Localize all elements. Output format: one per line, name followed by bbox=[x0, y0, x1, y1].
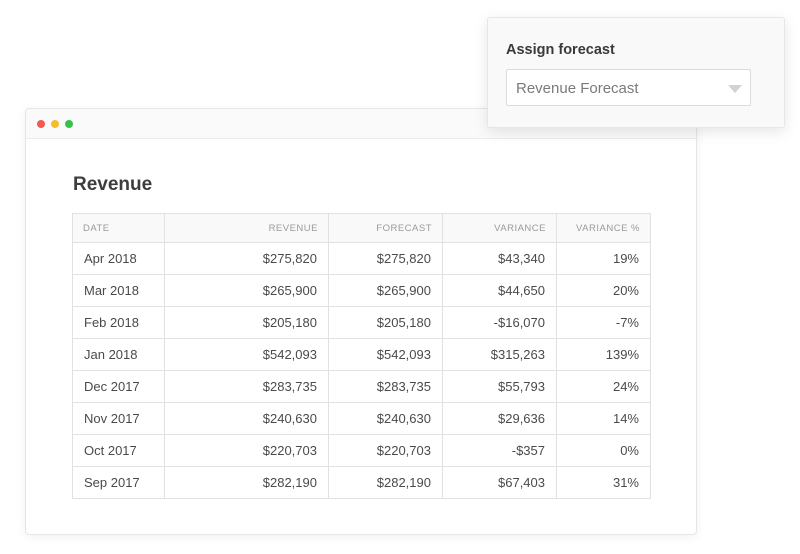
table-row: Oct 2017 $220,703 $220,703 -$357 0% bbox=[72, 434, 651, 467]
cell-revenue: $542,093 bbox=[164, 338, 329, 371]
column-header-variance-percent[interactable]: VARIANCE % bbox=[556, 213, 651, 243]
cell-date: Nov 2017 bbox=[72, 402, 165, 435]
cell-revenue: $220,703 bbox=[164, 434, 329, 467]
cell-variance: -$16,070 bbox=[442, 306, 557, 339]
cell-variance: $43,340 bbox=[442, 242, 557, 275]
cell-variance: -$357 bbox=[442, 434, 557, 467]
cell-variance-percent: 31% bbox=[556, 466, 651, 499]
cell-variance: $44,650 bbox=[442, 274, 557, 307]
cell-forecast: $542,093 bbox=[328, 338, 443, 371]
table-row: Sep 2017 $282,190 $282,190 $67,403 31% bbox=[72, 466, 651, 499]
table-header-row: DATE REVENUE FORECAST VARIANCE VARIANCE … bbox=[72, 213, 651, 243]
revenue-table-container: DATE REVENUE FORECAST VARIANCE VARIANCE … bbox=[72, 213, 651, 499]
cell-revenue: $275,820 bbox=[164, 242, 329, 275]
column-header-forecast[interactable]: FORECAST bbox=[328, 213, 443, 243]
cell-variance-percent: 14% bbox=[556, 402, 651, 435]
chevron-down-icon[interactable] bbox=[728, 85, 742, 93]
cell-forecast: $240,630 bbox=[328, 402, 443, 435]
table-row: Jan 2018 $542,093 $542,093 $315,263 139% bbox=[72, 338, 651, 371]
cell-date: Jan 2018 bbox=[72, 338, 165, 371]
cell-variance-percent: 24% bbox=[556, 370, 651, 403]
forecast-select[interactable]: Revenue Forecast bbox=[506, 69, 751, 106]
cell-variance: $67,403 bbox=[442, 466, 557, 499]
cell-date: Oct 2017 bbox=[72, 434, 165, 467]
table-row: Apr 2018 $275,820 $275,820 $43,340 19% bbox=[72, 242, 651, 275]
cell-variance: $29,636 bbox=[442, 402, 557, 435]
table-row: Mar 2018 $265,900 $265,900 $44,650 20% bbox=[72, 274, 651, 307]
column-header-revenue[interactable]: REVENUE bbox=[164, 213, 329, 243]
revenue-table: DATE REVENUE FORECAST VARIANCE VARIANCE … bbox=[72, 213, 651, 499]
cell-date: Dec 2017 bbox=[72, 370, 165, 403]
cell-forecast: $275,820 bbox=[328, 242, 443, 275]
page-title: Revenue bbox=[73, 174, 153, 195]
cell-variance: $55,793 bbox=[442, 370, 557, 403]
cell-variance-percent: -7% bbox=[556, 306, 651, 339]
column-header-date[interactable]: DATE bbox=[72, 213, 165, 243]
cell-date: Feb 2018 bbox=[72, 306, 165, 339]
table-row: Feb 2018 $205,180 $205,180 -$16,070 -7% bbox=[72, 306, 651, 339]
cell-forecast: $283,735 bbox=[328, 370, 443, 403]
cell-forecast: $282,190 bbox=[328, 466, 443, 499]
cell-date: Apr 2018 bbox=[72, 242, 165, 275]
cell-revenue: $265,900 bbox=[164, 274, 329, 307]
forecast-select-value: Revenue Forecast bbox=[516, 80, 639, 97]
table-row: Nov 2017 $240,630 $240,630 $29,636 14% bbox=[72, 402, 651, 435]
cell-variance: $315,263 bbox=[442, 338, 557, 371]
column-header-variance[interactable]: VARIANCE bbox=[442, 213, 557, 243]
assign-forecast-panel: Assign forecast Revenue Forecast bbox=[487, 17, 785, 128]
maximize-window-icon[interactable] bbox=[65, 120, 73, 128]
table-row: Dec 2017 $283,735 $283,735 $55,793 24% bbox=[72, 370, 651, 403]
assign-forecast-title: Assign forecast bbox=[506, 42, 615, 58]
cell-forecast: $220,703 bbox=[328, 434, 443, 467]
close-window-icon[interactable] bbox=[37, 120, 45, 128]
cell-forecast: $205,180 bbox=[328, 306, 443, 339]
cell-variance-percent: 20% bbox=[556, 274, 651, 307]
app-window: Revenue DATE REVENUE FORECAST VARIANCE V… bbox=[25, 108, 697, 535]
cell-revenue: $282,190 bbox=[164, 466, 329, 499]
cell-revenue: $240,630 bbox=[164, 402, 329, 435]
cell-variance-percent: 19% bbox=[556, 242, 651, 275]
cell-forecast: $265,900 bbox=[328, 274, 443, 307]
cell-variance-percent: 0% bbox=[556, 434, 651, 467]
cell-variance-percent: 139% bbox=[556, 338, 651, 371]
cell-date: Mar 2018 bbox=[72, 274, 165, 307]
cell-date: Sep 2017 bbox=[72, 466, 165, 499]
cell-revenue: $283,735 bbox=[164, 370, 329, 403]
minimize-window-icon[interactable] bbox=[51, 120, 59, 128]
cell-revenue: $205,180 bbox=[164, 306, 329, 339]
